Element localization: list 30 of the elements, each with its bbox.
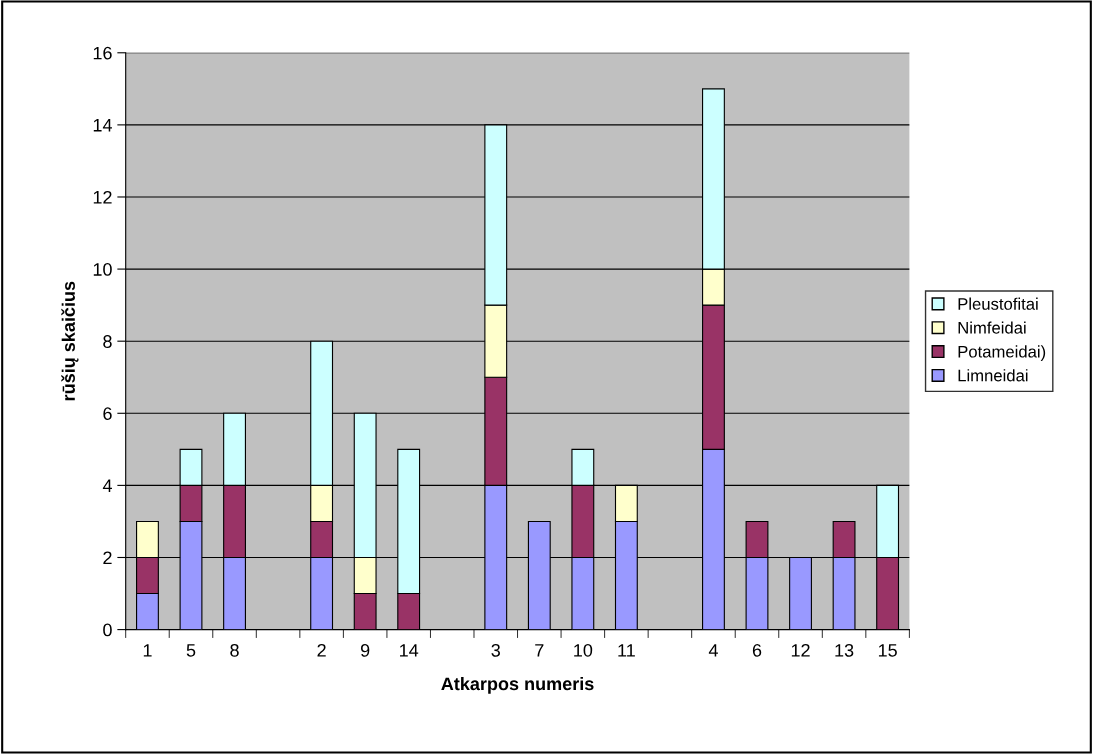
legend-label: Potameidai): [958, 345, 1046, 361]
x-tick-label: 10: [574, 643, 593, 657]
x-tick-label: 14: [400, 644, 419, 657]
x-tick-label: 9: [360, 643, 370, 657]
y-tick-label: 16: [93, 46, 112, 60]
y-tick-label: 2: [103, 551, 112, 565]
x-tick-label: 7: [535, 644, 544, 657]
x-tick-label: 3: [491, 643, 500, 657]
x-tick-label: 1: [143, 644, 152, 657]
y-tick-label: 4: [102, 479, 112, 492]
x-tick-label: 2: [317, 643, 326, 657]
x-axis-title: Atkarpos numeris: [441, 676, 594, 694]
y-tick-label: 14: [93, 119, 112, 132]
y-tick-label: 10: [93, 263, 112, 276]
x-tick-label: 15: [878, 644, 897, 657]
y-tick-label: 6: [103, 407, 112, 421]
x-tick-label: 5: [186, 644, 196, 657]
y-tick-label: 8: [103, 335, 112, 348]
x-tick-label: 6: [752, 643, 762, 657]
legend-label: Limneidai: [958, 369, 1028, 382]
y-axis-title: rūšių skaičius: [61, 281, 79, 401]
legend-label: Nimfeidai: [958, 321, 1026, 334]
y-tick-label: 0: [103, 623, 112, 637]
x-tick-label: 13: [835, 643, 854, 657]
x-tick-label: 11: [618, 644, 635, 657]
x-tick-label: 12: [791, 643, 810, 657]
x-tick-label: 4: [708, 644, 718, 657]
legend-label: Pleustofitai: [958, 297, 1038, 310]
x-tick-label: 8: [230, 643, 239, 657]
y-tick-label: 12: [93, 190, 112, 204]
